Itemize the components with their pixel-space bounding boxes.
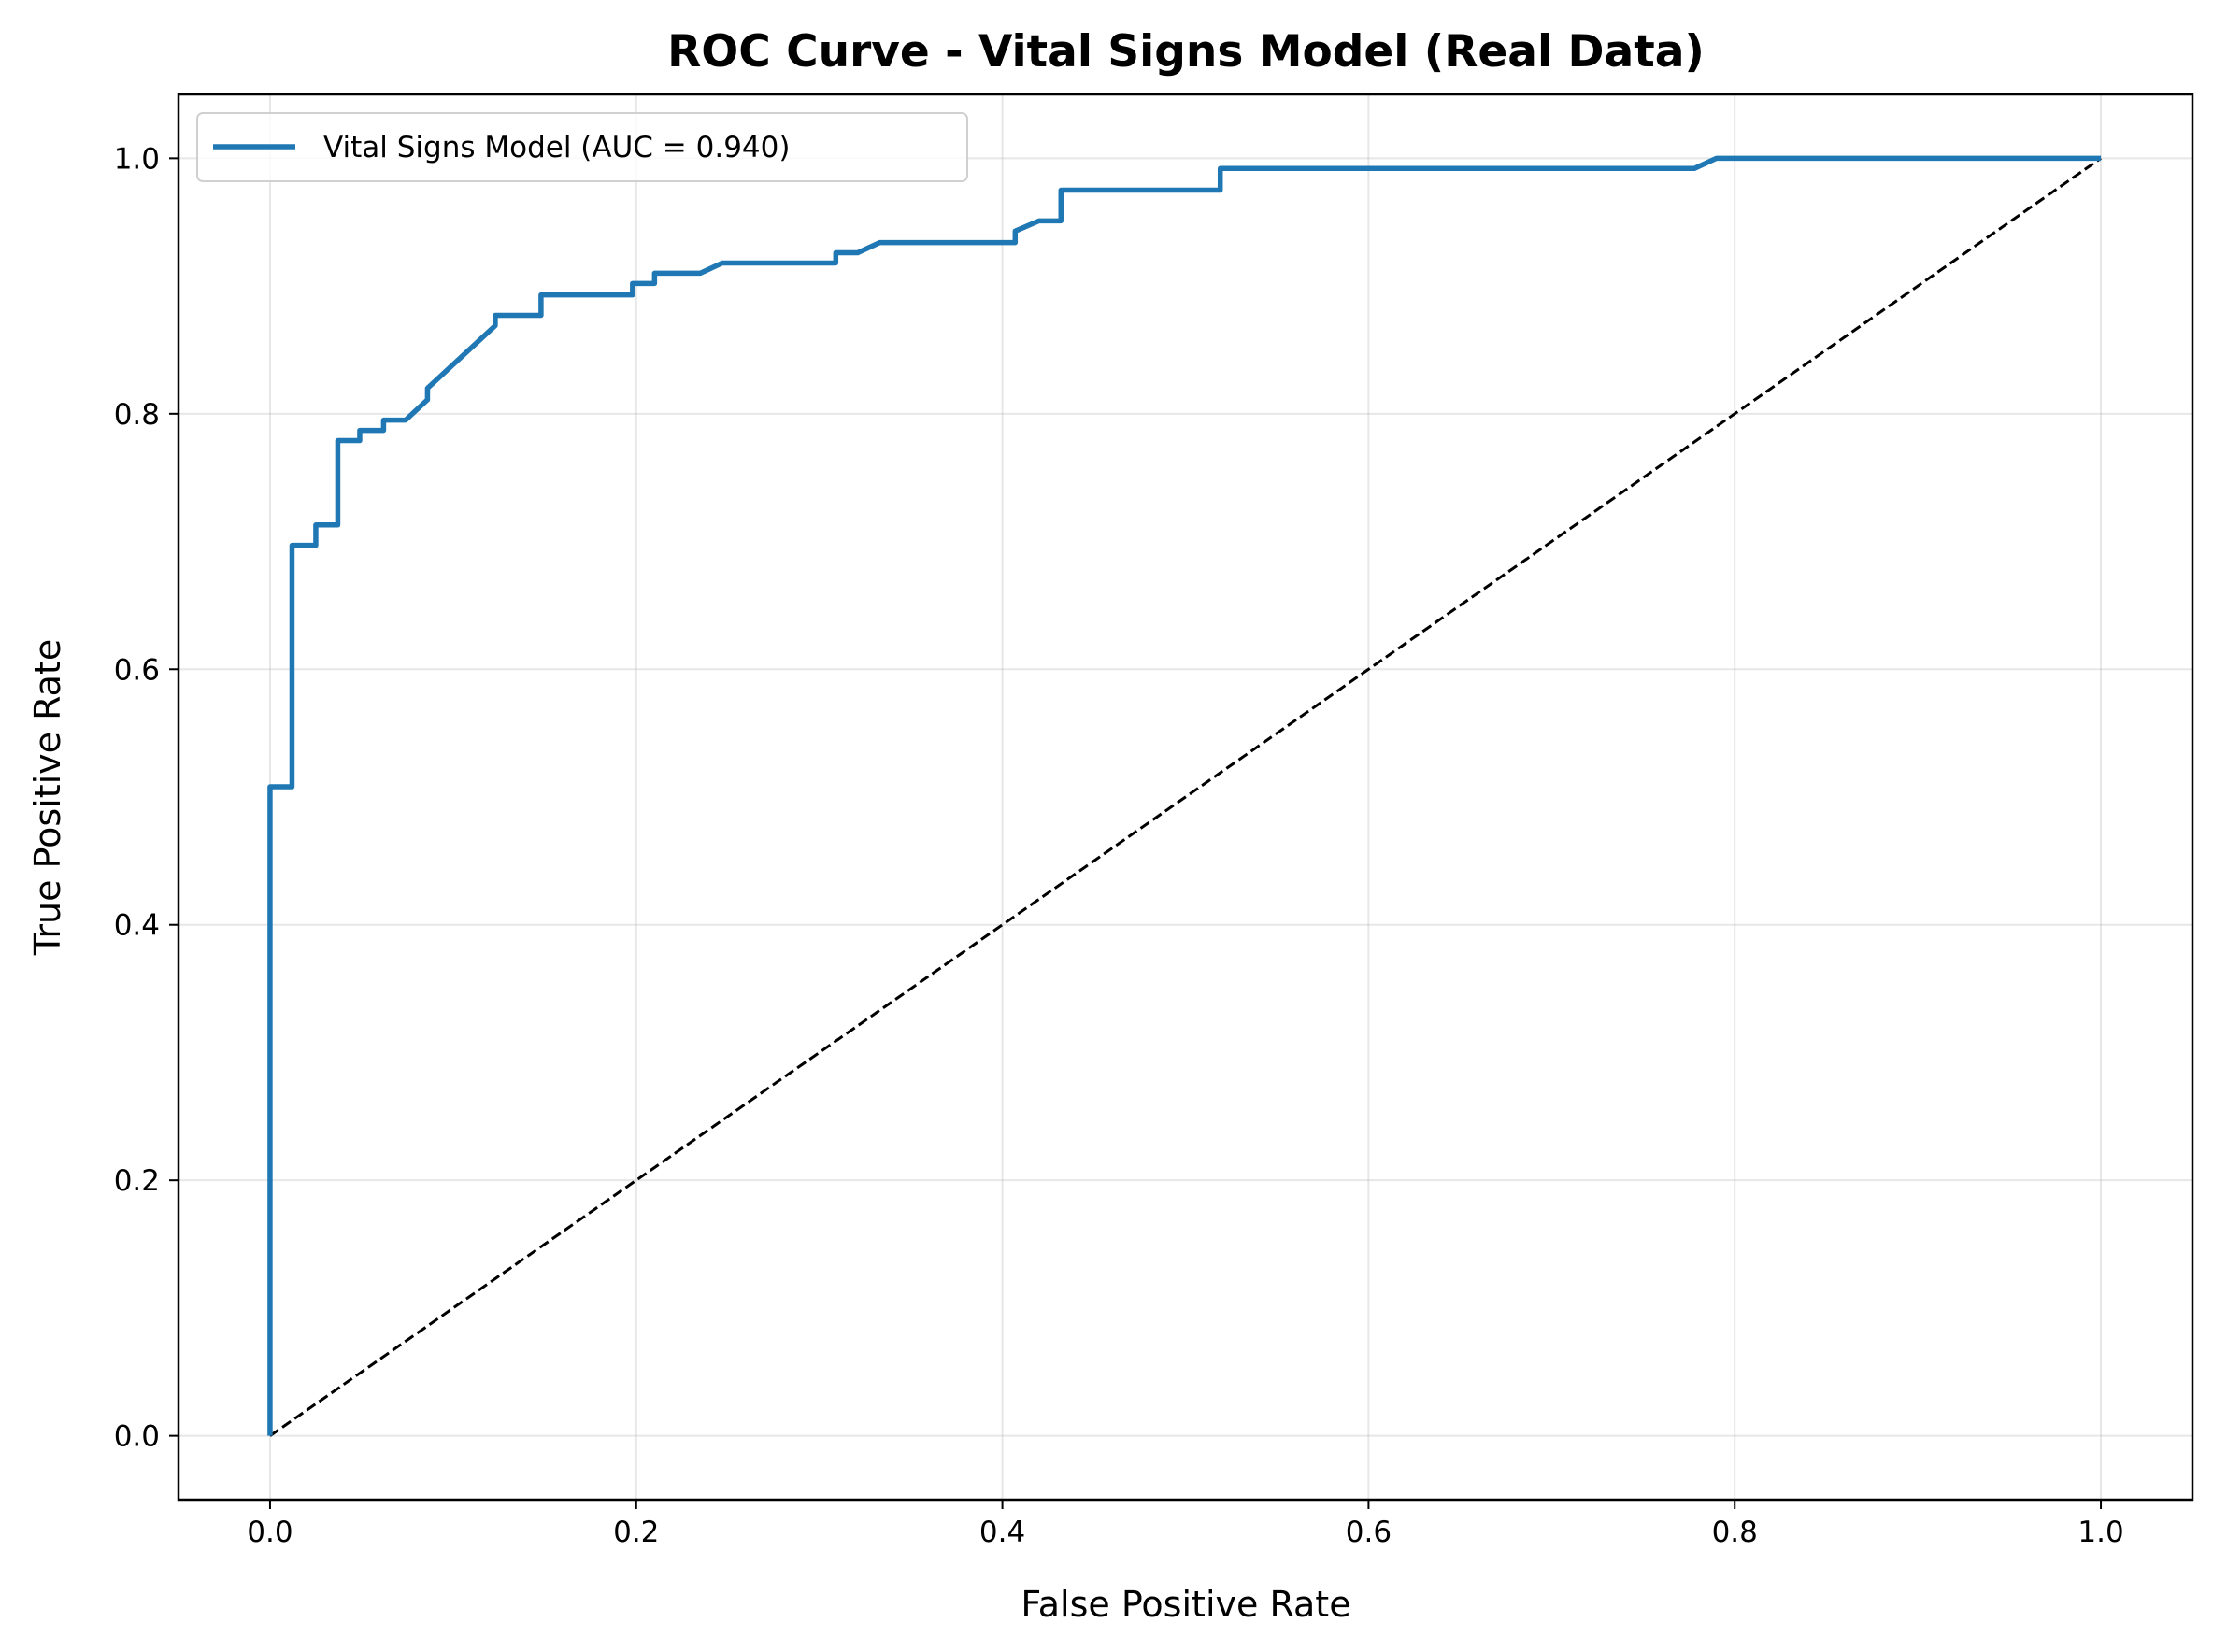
legend-label: Vital Signs Model (AUC = 0.940) <box>323 131 790 164</box>
y-tick-label: 1.0 <box>114 142 160 176</box>
y-tick-label: 0.0 <box>114 1420 160 1454</box>
x-tick-label: 0.2 <box>613 1516 659 1549</box>
x-tick-label: 0.0 <box>247 1516 293 1549</box>
y-tick-label: 0.4 <box>114 909 160 943</box>
y-tick-label: 0.8 <box>114 398 160 432</box>
x-tick-label: 1.0 <box>2077 1516 2123 1549</box>
x-tick-label: 0.6 <box>1346 1516 1392 1549</box>
legend: Vital Signs Model (AUC = 0.940) <box>196 112 968 182</box>
x-tick-label: 0.4 <box>979 1516 1025 1549</box>
x-tick-label: 0.8 <box>1712 1516 1758 1549</box>
x-axis-label: False Positive Rate <box>1021 1584 1350 1625</box>
plot-area-frame <box>177 93 2194 1502</box>
y-axis-ticks: 0.0 0.2 0.4 0.6 0.8 1.0 <box>114 142 178 1454</box>
roc-curve-line <box>267 155 2102 1436</box>
x-axis-ticks: 0.0 0.2 0.4 0.6 0.8 1.0 <box>247 1500 2124 1549</box>
chance-diagonal-line <box>269 157 2102 1437</box>
chance-line-layer <box>269 157 2102 1437</box>
y-axis-label: True Positive Rate <box>27 639 68 957</box>
legend-box <box>196 112 968 182</box>
chart-title: ROC Curve - Vital Signs Model (Real Data… <box>667 26 1705 78</box>
y-tick-label: 0.2 <box>114 1164 160 1198</box>
roc-curve-layer <box>267 155 2102 1436</box>
y-tick-label: 0.6 <box>114 653 160 687</box>
